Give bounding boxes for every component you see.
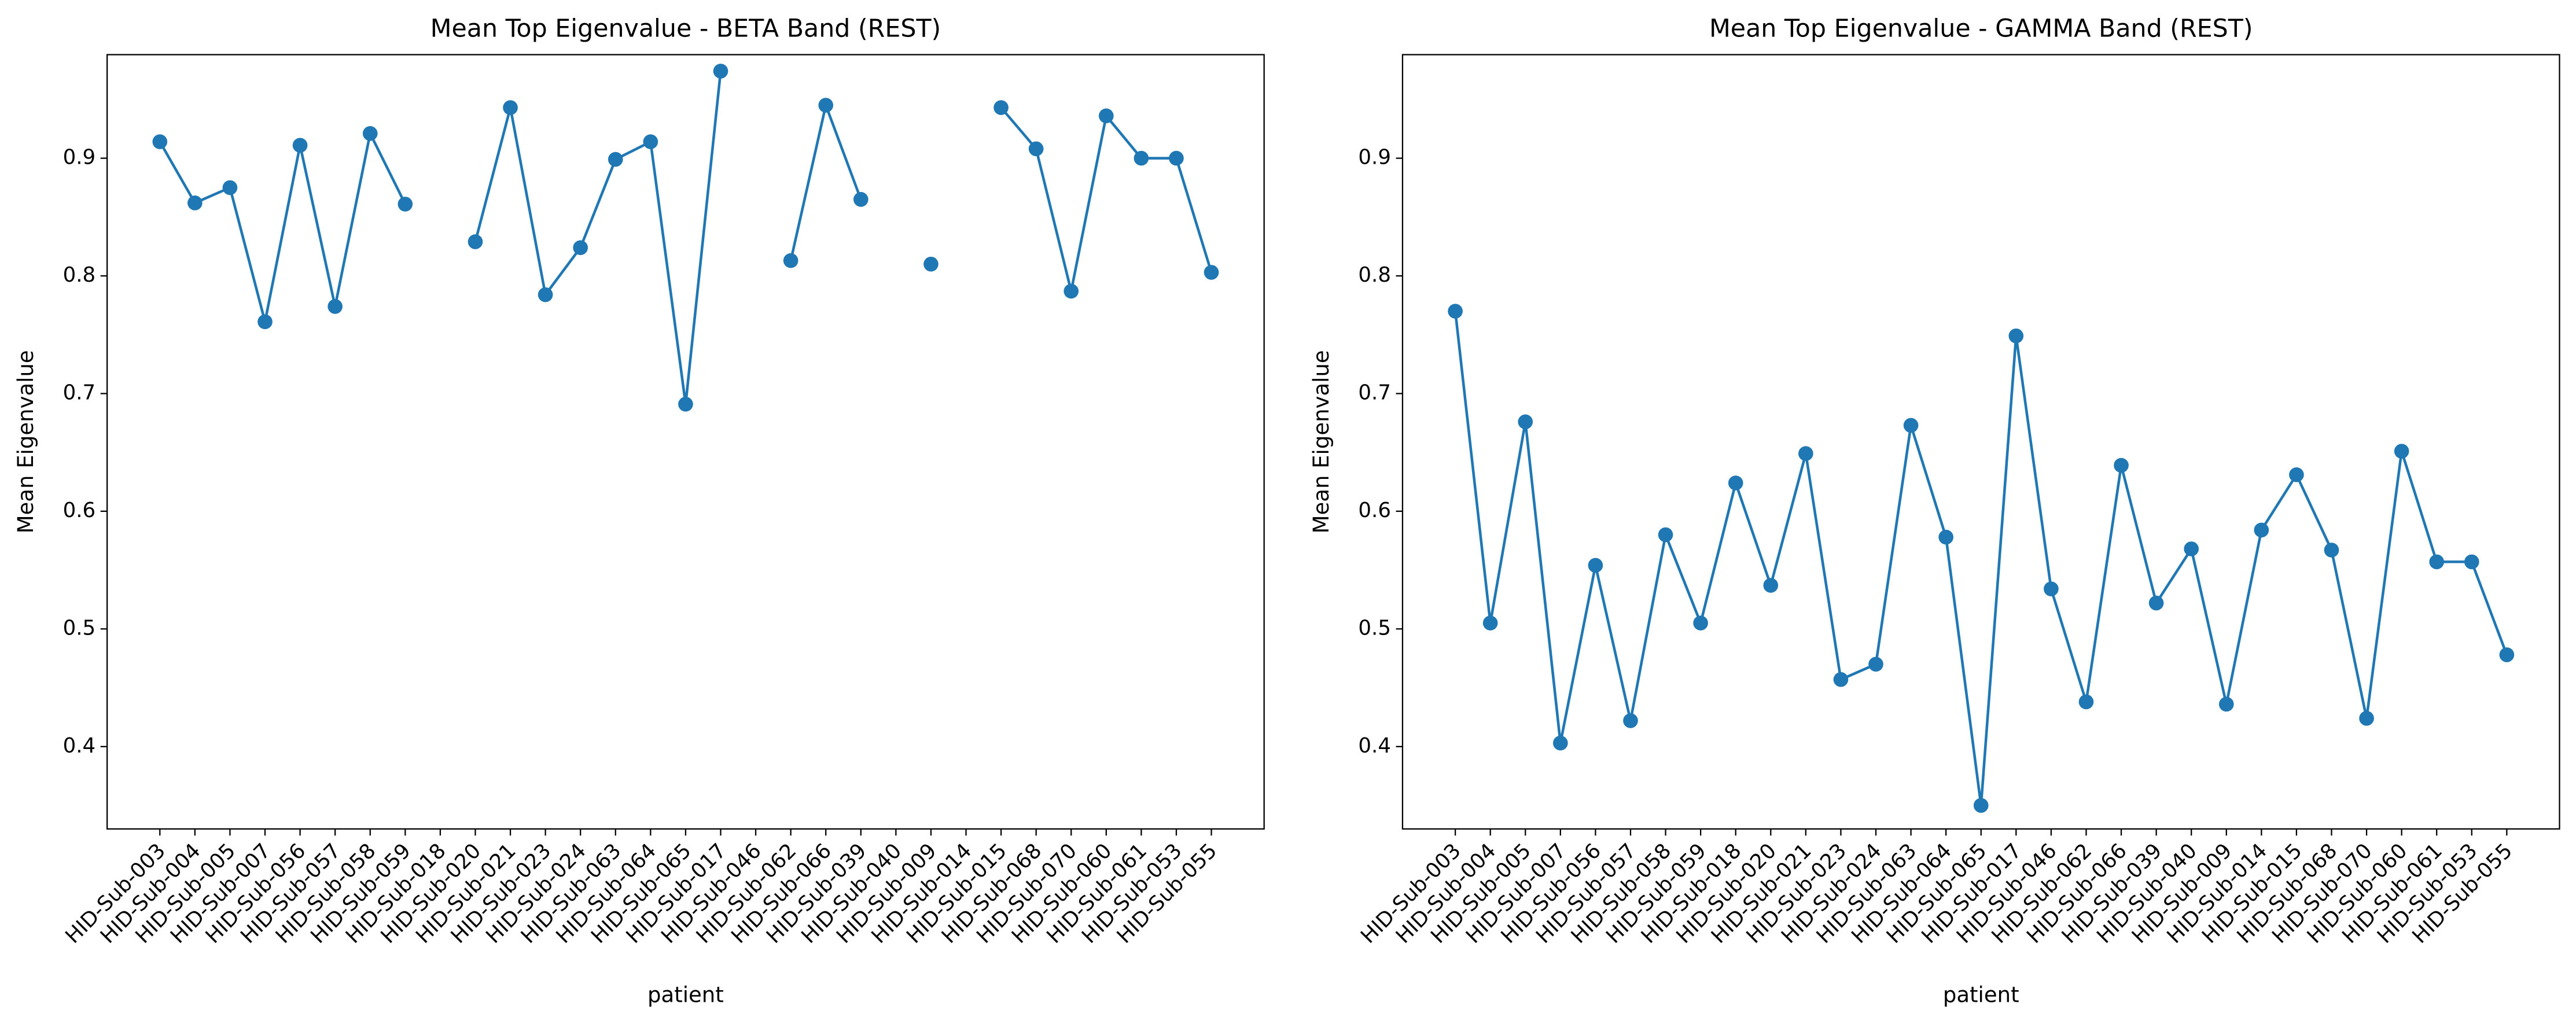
- data-point: [1099, 108, 1114, 124]
- data-point: [1833, 672, 1849, 687]
- data-point: [1169, 150, 1184, 166]
- data-point: [2008, 328, 2024, 344]
- data-point: [1868, 656, 1883, 672]
- data-point: [2359, 711, 2374, 726]
- data-point: [573, 240, 588, 255]
- data-point: [643, 134, 658, 149]
- data-point: [2044, 581, 2059, 597]
- y-tick-label: 0.7: [1358, 381, 1391, 404]
- chart-title: Mean Top Eigenvalue - BETA Band (REST): [430, 14, 941, 43]
- data-point: [853, 191, 869, 207]
- axes: 0.40.50.60.70.80.9HID-Sub-003HID-Sub-004…: [13, 14, 1265, 1007]
- data-point: [222, 180, 238, 195]
- data-point: [398, 197, 413, 212]
- y-tick-label: 0.4: [63, 734, 96, 758]
- chart-title: Mean Top Eigenvalue - GAMMA Band (REST): [1709, 14, 2253, 43]
- data-point: [678, 396, 693, 412]
- y-tick-label: 0.7: [63, 381, 96, 404]
- axes: 0.40.50.60.70.80.9HID-Sub-003HID-Sub-004…: [1309, 14, 2560, 1007]
- data-point: [608, 152, 623, 167]
- data-point: [503, 100, 518, 115]
- data-point: [2499, 647, 2515, 662]
- plot-frame: [106, 54, 1265, 830]
- data-point: [1518, 414, 1533, 430]
- data-point: [327, 299, 343, 314]
- y-tick-label: 0.9: [1358, 146, 1391, 169]
- data-point: [2464, 554, 2479, 570]
- data-point: [1134, 150, 1149, 166]
- data-point: [152, 134, 168, 149]
- data-point: [1553, 735, 1568, 751]
- data-point: [2324, 543, 2339, 558]
- data-point: [818, 98, 834, 113]
- data-line: [159, 71, 1213, 405]
- data-point: [292, 138, 308, 153]
- plot-frame: [1401, 54, 2560, 830]
- y-tick-label: 0.8: [1358, 263, 1391, 287]
- data-point: [2078, 694, 2094, 710]
- data-point: [1973, 798, 1989, 813]
- y-tick-label: 0.6: [63, 499, 96, 522]
- y-tick-label: 0.8: [63, 263, 96, 287]
- data-point: [2254, 522, 2269, 538]
- data-point: [923, 256, 939, 272]
- data-point: [1903, 418, 1919, 433]
- data-point: [2148, 595, 2164, 611]
- data-point: [2114, 457, 2129, 473]
- data-point: [783, 253, 798, 268]
- y-tick-label: 0.5: [63, 616, 96, 640]
- y-axis-label: Mean Eigenvalue: [1309, 350, 1334, 533]
- data-point: [713, 64, 728, 79]
- data-point: [1693, 615, 1708, 631]
- y-tick-label: 0.6: [1358, 499, 1391, 522]
- data-point: [187, 195, 203, 211]
- data-point: [2289, 467, 2304, 482]
- x-axis-label: patient: [647, 982, 724, 1007]
- data-point: [1728, 475, 1743, 490]
- data-point: [538, 287, 553, 302]
- data-point: [2394, 444, 2409, 459]
- data-point: [1028, 141, 1044, 157]
- data-point: [1623, 713, 1638, 728]
- data-point: [1798, 446, 1813, 462]
- y-tick-label: 0.4: [1358, 734, 1391, 758]
- y-axis-label: Mean Eigenvalue: [13, 350, 38, 533]
- data-point: [362, 126, 378, 141]
- data-point: [1938, 529, 1953, 545]
- data-point: [257, 314, 273, 330]
- data-point: [468, 234, 483, 249]
- data-point: [1063, 283, 1079, 299]
- data-point: [2184, 541, 2199, 556]
- data-point: [2218, 696, 2234, 712]
- data-point: [993, 100, 1009, 115]
- data-point: [1482, 615, 1498, 631]
- data-point: [2429, 554, 2445, 570]
- data-point: [1204, 265, 1219, 280]
- y-tick-label: 0.5: [1358, 616, 1391, 640]
- x-axis-label: patient: [1943, 982, 2019, 1007]
- data-point: [1448, 304, 1463, 319]
- data-point: [1588, 558, 1603, 573]
- data-line: [1453, 311, 2508, 806]
- data-point: [1763, 578, 1779, 593]
- y-tick-label: 0.9: [63, 146, 96, 169]
- data-point: [1658, 527, 1673, 543]
